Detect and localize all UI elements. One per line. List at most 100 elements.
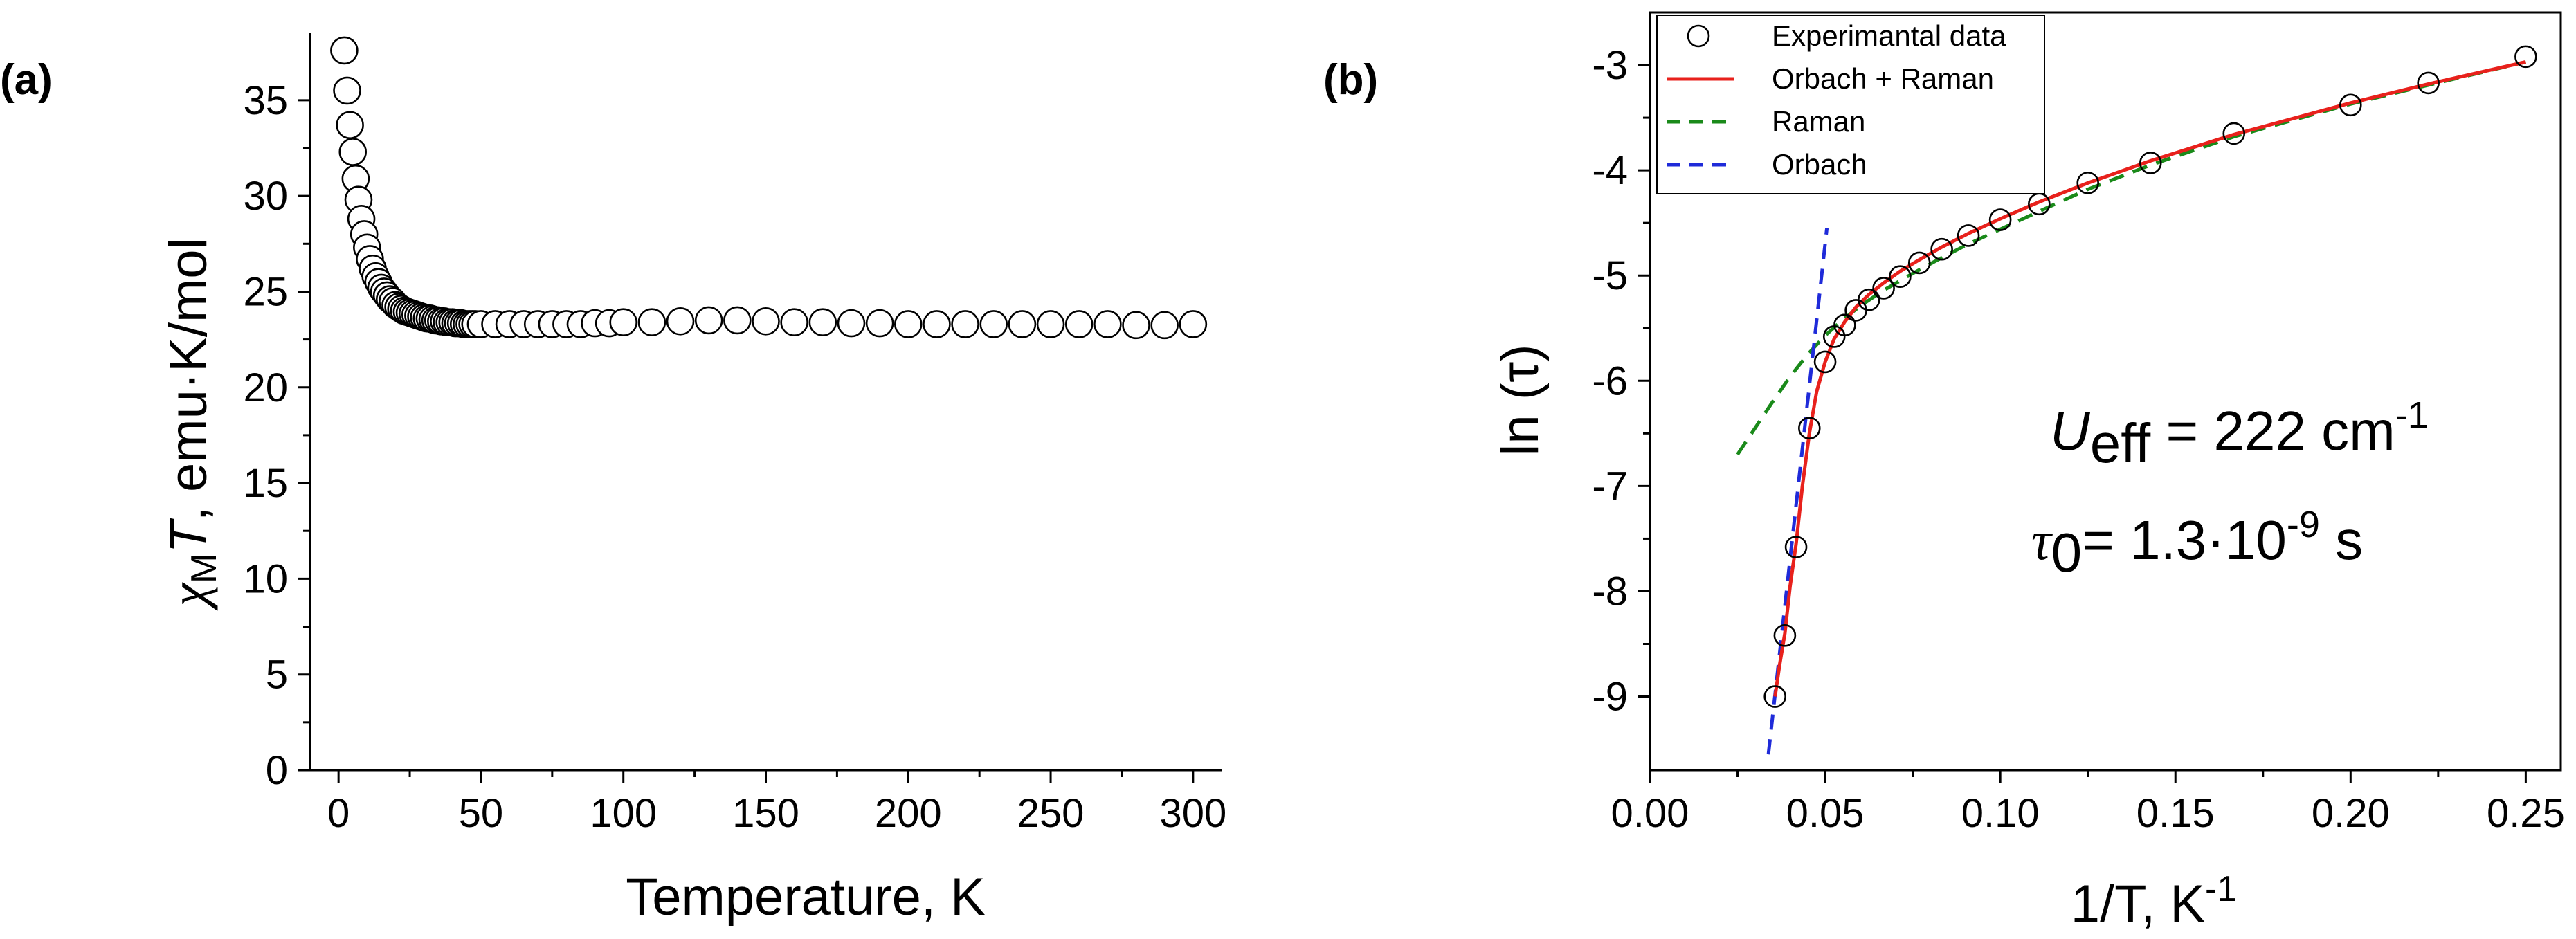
data-point <box>1763 685 1786 708</box>
temperature-symbol: T <box>159 518 218 554</box>
panel-a-temperature-plot: (a) 0 50 100 150 200 250 300 0 5 10 15 20 25 30 35 Tem… <box>0 33 1226 927</box>
data-point <box>1773 624 1797 647</box>
panel-b-axes <box>1638 11 2562 783</box>
y-tick-label: 5 <box>266 653 288 698</box>
chi-symbol: χ <box>160 582 218 611</box>
data-point <box>1122 311 1150 340</box>
data-point <box>1889 265 1912 289</box>
panel-b-data-points <box>1763 45 2537 708</box>
tau-symbol: τ <box>2031 511 2053 572</box>
data-point <box>2417 71 2440 95</box>
x-label-superscript: -1 <box>2205 869 2237 909</box>
tau-subscript: 0 <box>2051 522 2083 583</box>
data-point <box>2339 93 2362 117</box>
data-point <box>338 138 368 166</box>
y-tick-label: 25 <box>243 269 288 314</box>
y-tick-label: -8 <box>1592 569 1628 614</box>
x-tick-label: 50 <box>459 791 504 836</box>
data-point <box>865 309 894 338</box>
y-tick-label: 35 <box>243 78 288 123</box>
panel-a-axes <box>298 33 1222 783</box>
panel-b-label: (b) <box>1323 56 1378 104</box>
data-point <box>1833 313 1856 336</box>
data-point <box>723 306 752 335</box>
panel-a-label: (a) <box>0 56 53 104</box>
panel-a-y-axis-label: χMT, emu·K/mol <box>159 238 224 612</box>
data-point <box>808 308 837 337</box>
panel-b-relaxation-plot: (b) 0.00 0.05 0.10 0.15 0.20 0.25 -9 -8 -7 -6 -5 -4… <box>1323 11 2565 933</box>
y-tick-label: -9 <box>1592 675 1628 720</box>
legend-label: Experimantal data <box>1772 19 2006 52</box>
legend-label: Orbach + Raman <box>1772 62 1994 95</box>
data-point <box>637 308 666 337</box>
data-point <box>2514 45 2537 69</box>
tau-annotation: τ0= 1.3·10-9 s <box>2031 504 2363 583</box>
data-point <box>780 308 808 337</box>
ueff-annotation: Ueff = 222 cm-1 <box>2050 394 2429 474</box>
panel-b-legend: Experimantal data Orbach + Raman Raman Orba… <box>1656 15 2045 194</box>
x-tick-label: 250 <box>1017 791 1085 836</box>
x-tick-label: 0.10 <box>1961 791 2040 836</box>
data-point <box>1064 310 1094 338</box>
ueff-value: = 222 cm <box>2150 400 2395 462</box>
data-point <box>609 308 638 337</box>
data-point <box>894 310 923 338</box>
panel-a-tick-labels: 0 50 100 150 200 250 300 0 5 10 15 20 25 30 35 <box>243 78 1226 836</box>
data-point <box>752 307 780 336</box>
legend-marker-circle <box>1687 24 1710 48</box>
panel-b-tick-labels: 0.00 0.05 0.10 0.15 0.20 0.25 -9 -8 -7 -6 -5 -4 -3 <box>1592 43 2564 836</box>
data-point <box>1907 251 1931 275</box>
legend-label: Orbach <box>1772 148 1867 181</box>
data-point <box>1179 310 1208 338</box>
data-point <box>1094 310 1122 338</box>
data-point <box>1957 224 1980 247</box>
data-point <box>951 310 979 338</box>
ueff-superscript: -1 <box>2395 394 2429 436</box>
chi-subscript: M <box>184 554 224 583</box>
data-point <box>1988 208 2012 231</box>
ueff-subscript: eff <box>2090 412 2151 474</box>
y-tick-label: 30 <box>243 174 288 219</box>
panel-a-data-points <box>330 36 1208 340</box>
data-point <box>333 76 361 105</box>
y-tick-label: 10 <box>243 556 288 601</box>
plot-frame <box>1649 11 2562 772</box>
data-point <box>979 310 1008 338</box>
tau-unit: s <box>2320 509 2363 571</box>
y-tick-label: 20 <box>243 365 288 410</box>
data-point <box>1150 311 1179 340</box>
y-tick-label: -4 <box>1592 148 1628 193</box>
y-tick-label: -7 <box>1592 464 1628 509</box>
y-tick-label: 15 <box>243 461 288 506</box>
data-point <box>1813 350 1837 374</box>
data-point <box>1036 310 1065 338</box>
y-tick-label: 0 <box>266 748 288 793</box>
data-point <box>1784 536 1808 558</box>
x-tick-label: 0.05 <box>1786 791 1865 836</box>
tau-superscript: -9 <box>2287 504 2320 545</box>
data-point <box>666 307 695 336</box>
x-tick-label: 0.15 <box>2137 791 2215 836</box>
x-tick-label: 0 <box>327 791 350 836</box>
x-tick-label: 150 <box>732 791 799 836</box>
y-tick-label: -3 <box>1592 43 1628 88</box>
x-tick-label: 0.00 <box>1611 791 1689 836</box>
x-tick-label: 300 <box>1159 791 1226 836</box>
data-point <box>336 111 364 140</box>
data-point <box>694 306 723 335</box>
x-tick-label: 0.20 <box>2312 791 2390 836</box>
data-point <box>2076 172 2099 194</box>
tau-value: = 1.3·10 <box>2082 509 2287 571</box>
data-point <box>2139 152 2162 174</box>
x-tick-label: 0.25 <box>2487 791 2565 836</box>
data-point <box>330 36 359 65</box>
data-point <box>1872 277 1895 300</box>
data-point <box>1798 417 1821 440</box>
y-unit-text: , emu·K/mol <box>159 238 218 522</box>
data-point <box>837 309 866 338</box>
panel-b-x-axis-label: 1/T, K-1 <box>2071 869 2238 933</box>
data-point <box>2222 122 2246 145</box>
data-point <box>1930 237 1953 261</box>
ueff-symbol: U <box>2050 400 2091 462</box>
